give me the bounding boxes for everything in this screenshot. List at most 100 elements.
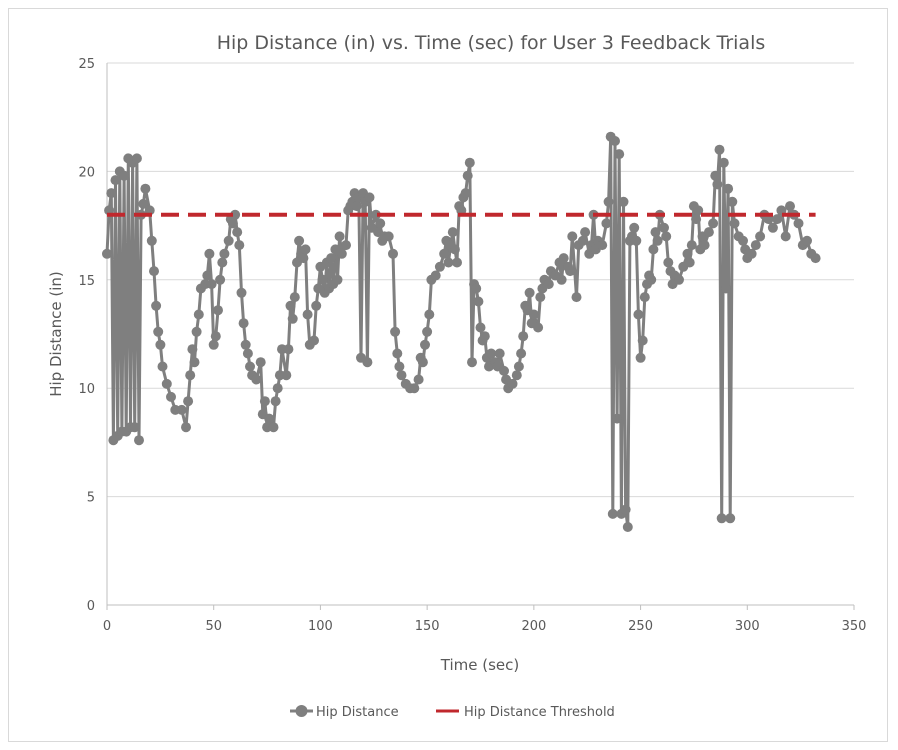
data-point bbox=[635, 352, 646, 363]
data-point bbox=[597, 240, 608, 251]
data-point bbox=[285, 300, 296, 311]
data-point bbox=[475, 322, 486, 333]
data-point bbox=[558, 253, 569, 264]
data-point bbox=[396, 370, 407, 381]
data-point bbox=[646, 274, 657, 285]
data-point bbox=[217, 257, 228, 268]
data-point bbox=[674, 274, 684, 285]
data-point bbox=[727, 196, 738, 207]
data-point bbox=[302, 309, 313, 320]
data-point bbox=[716, 513, 727, 524]
x-tick-label: 150 bbox=[415, 619, 440, 634]
data-point bbox=[422, 326, 433, 337]
data-point bbox=[618, 196, 629, 207]
data-point bbox=[686, 240, 697, 251]
data-point bbox=[138, 198, 149, 209]
y-tick-label: 20 bbox=[78, 165, 95, 180]
x-tick-label: 350 bbox=[842, 619, 867, 634]
data-point bbox=[691, 214, 702, 225]
data-point bbox=[746, 248, 757, 259]
data-point bbox=[392, 348, 403, 359]
data-point bbox=[567, 231, 578, 242]
data-point bbox=[332, 274, 343, 285]
data-point bbox=[215, 274, 226, 285]
data-point bbox=[202, 270, 213, 281]
data-point bbox=[637, 335, 648, 346]
data-point bbox=[473, 296, 484, 307]
data-point bbox=[281, 370, 292, 381]
data-point bbox=[723, 183, 734, 194]
hip-distance-chart: Hip Distance (in) vs. Time (sec) for Use… bbox=[47, 32, 867, 720]
data-point bbox=[294, 235, 305, 246]
x-tick-label: 200 bbox=[521, 619, 546, 634]
data-point bbox=[394, 361, 405, 372]
data-point bbox=[153, 326, 164, 337]
data-point bbox=[106, 188, 117, 199]
data-point bbox=[129, 422, 140, 433]
data-point bbox=[639, 292, 650, 303]
data-point bbox=[183, 396, 194, 407]
data-point bbox=[208, 339, 219, 350]
data-point bbox=[131, 153, 142, 164]
data-point bbox=[612, 413, 623, 424]
data-point bbox=[388, 248, 398, 259]
data-point bbox=[390, 326, 401, 337]
x-axis-ticks: 0 50 100 150 200 250 300 350 bbox=[103, 605, 867, 634]
chart-title: Hip Distance (in) vs. Time (sec) for Use… bbox=[217, 32, 766, 54]
y-tick-label: 10 bbox=[78, 382, 95, 397]
data-point bbox=[652, 235, 663, 246]
data-point bbox=[270, 396, 281, 407]
data-point bbox=[219, 248, 230, 259]
y-axis-ticks: 0 5 10 15 20 25 bbox=[78, 57, 95, 614]
data-point bbox=[334, 231, 345, 242]
data-point bbox=[518, 331, 529, 342]
data-point bbox=[298, 253, 309, 264]
data-point bbox=[364, 192, 375, 203]
data-point bbox=[236, 287, 247, 298]
data-point bbox=[264, 413, 275, 424]
data-point bbox=[187, 344, 198, 355]
y-axis-label: Hip Distance (in) bbox=[47, 271, 65, 396]
data-point bbox=[255, 357, 266, 368]
data-point bbox=[259, 396, 270, 407]
data-point bbox=[287, 313, 298, 324]
data-point bbox=[375, 218, 386, 229]
data-point bbox=[682, 248, 693, 259]
data-point bbox=[268, 422, 279, 433]
data-point bbox=[245, 361, 255, 372]
data-point bbox=[149, 266, 159, 277]
y-tick-label: 15 bbox=[78, 274, 95, 289]
data-point bbox=[499, 365, 509, 376]
data-point bbox=[102, 248, 112, 259]
data-point bbox=[234, 240, 245, 251]
data-point bbox=[524, 287, 535, 298]
data-point bbox=[417, 357, 428, 368]
data-point bbox=[146, 235, 157, 246]
data-point bbox=[710, 170, 721, 181]
data-point bbox=[513, 361, 524, 372]
data-point bbox=[151, 300, 162, 311]
data-point bbox=[227, 218, 238, 229]
data-point bbox=[622, 522, 633, 532]
legend-label-hip-distance: Hip Distance bbox=[316, 705, 399, 720]
x-tick-label: 0 bbox=[103, 619, 111, 634]
data-point bbox=[486, 348, 497, 359]
data-point bbox=[317, 274, 328, 285]
data-point bbox=[471, 283, 482, 294]
data-point bbox=[629, 222, 640, 233]
data-point bbox=[289, 292, 300, 303]
data-point bbox=[620, 504, 631, 515]
data-point bbox=[189, 357, 200, 368]
y-tick-label: 0 bbox=[87, 599, 95, 614]
data-point bbox=[413, 374, 424, 385]
data-point bbox=[494, 348, 505, 359]
data-point bbox=[507, 378, 518, 389]
legend-marker-hip-distance bbox=[295, 705, 308, 717]
data-point bbox=[614, 149, 625, 160]
data-point bbox=[535, 292, 546, 303]
data-point bbox=[155, 339, 166, 350]
data-point bbox=[251, 374, 262, 385]
data-point bbox=[580, 227, 591, 238]
data-point bbox=[661, 231, 672, 242]
data-point bbox=[300, 244, 311, 255]
